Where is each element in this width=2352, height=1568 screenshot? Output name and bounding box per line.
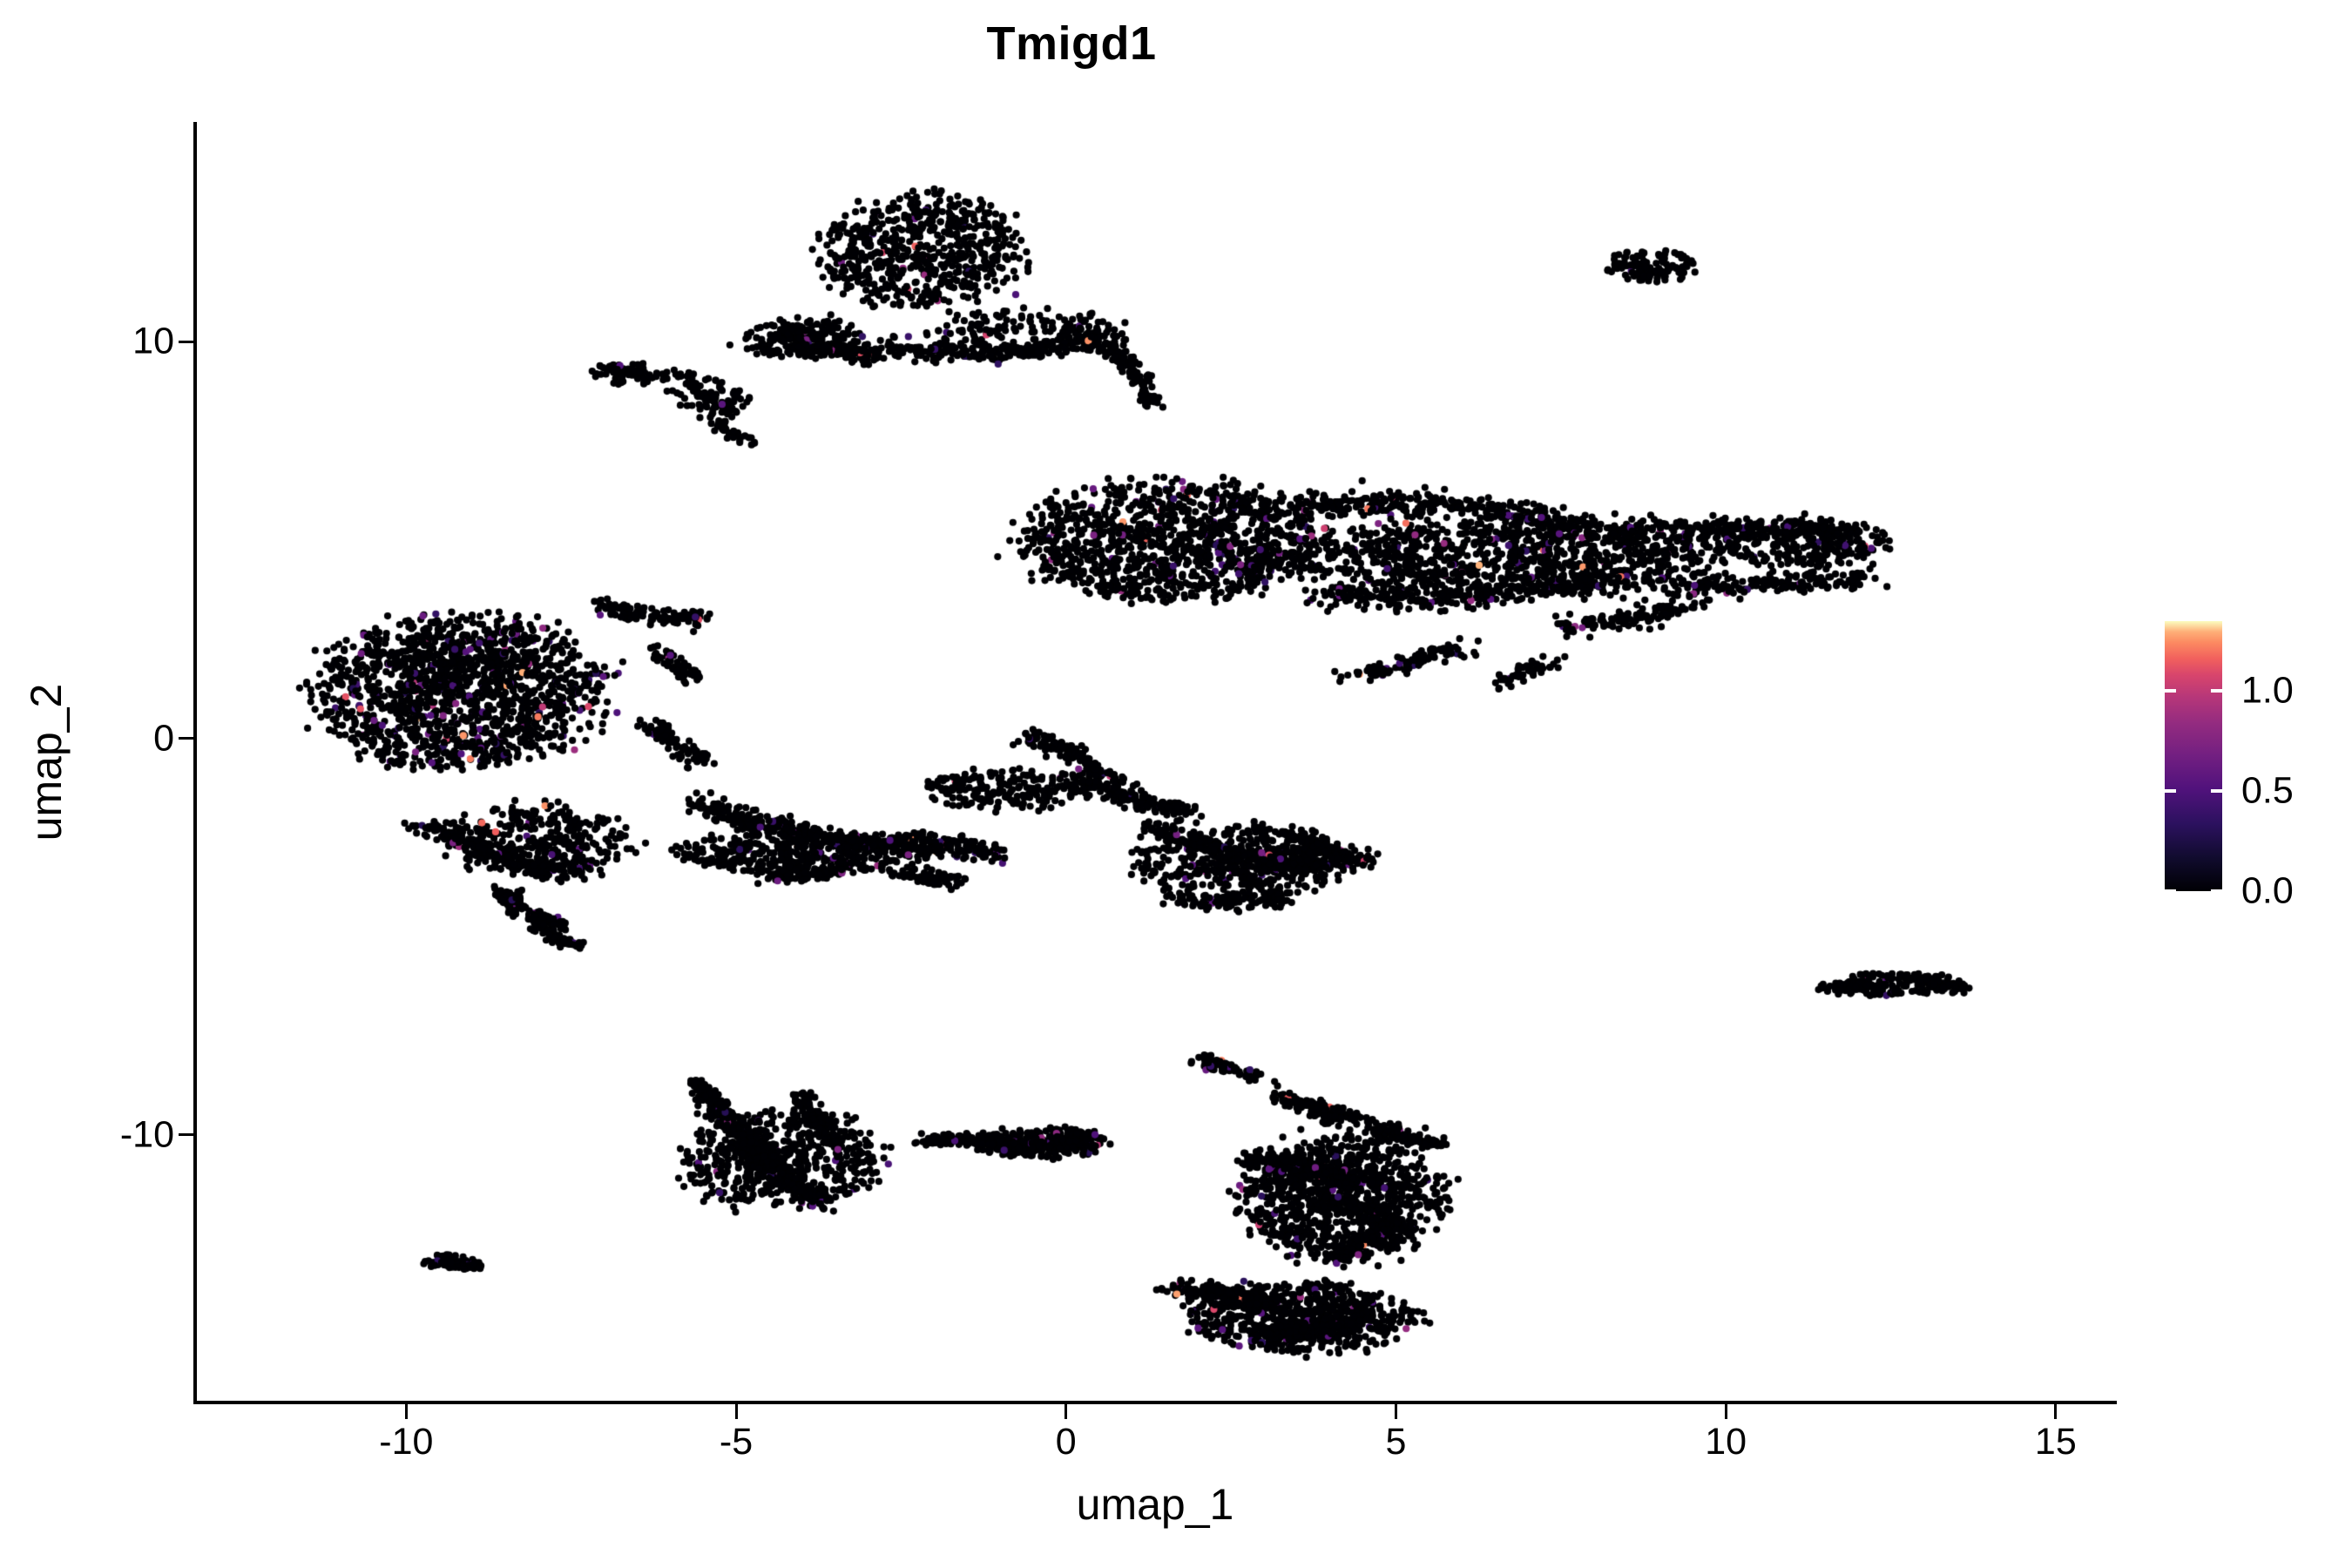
y-tick-label: -10: [119, 1113, 174, 1156]
colorbar-tick-label: 0.5: [2241, 769, 2294, 812]
y-tick-mark: [179, 1133, 193, 1137]
x-tick-mark: [1064, 1404, 1068, 1419]
x-tick-label: -5: [719, 1421, 754, 1463]
x-axis-line: [193, 1401, 2117, 1404]
x-tick-label: -10: [379, 1421, 434, 1463]
x-axis-title: umap_1: [1076, 1480, 1234, 1529]
y-tick-label: 10: [132, 320, 174, 362]
colorbar-gradient: [2165, 621, 2222, 891]
colorbar-tick-mark: [2211, 789, 2222, 794]
page-title: Tmigd1: [986, 17, 1157, 70]
x-tick-label: 10: [1705, 1421, 1747, 1463]
colorbar-tick-mark: [2211, 689, 2222, 693]
scatter-canvas: [195, 124, 2115, 1401]
y-axis-line: [193, 122, 197, 1404]
colorbar-tick-label: 0.0: [2241, 869, 2294, 912]
y-axis-title: umap_2: [22, 683, 71, 841]
colorbar-tick-mark: [2165, 689, 2176, 693]
x-tick-mark: [404, 1404, 408, 1419]
x-tick-mark: [1394, 1404, 1397, 1419]
colorbar-tick-mark: [2165, 789, 2176, 794]
x-tick-mark: [734, 1404, 738, 1419]
scatter-plot-panel[interactable]: [195, 124, 2115, 1401]
x-tick-label: 5: [1385, 1421, 1407, 1463]
colorbar-tick-mark: [2165, 889, 2176, 893]
x-tick-label: 0: [1055, 1421, 1077, 1463]
colorbar-tick-label: 1.0: [2241, 669, 2294, 712]
y-tick-label: 0: [153, 717, 174, 760]
y-tick-mark: [179, 340, 193, 343]
scatter-points-layer: [195, 124, 2115, 1401]
x-tick-mark: [2054, 1404, 2058, 1419]
y-tick-mark: [179, 737, 193, 740]
colorbar-tick-mark: [2211, 889, 2222, 893]
colorbar-legend[interactable]: [2165, 621, 2222, 891]
x-tick-mark: [1724, 1404, 1727, 1419]
x-tick-label: 15: [2034, 1421, 2077, 1463]
